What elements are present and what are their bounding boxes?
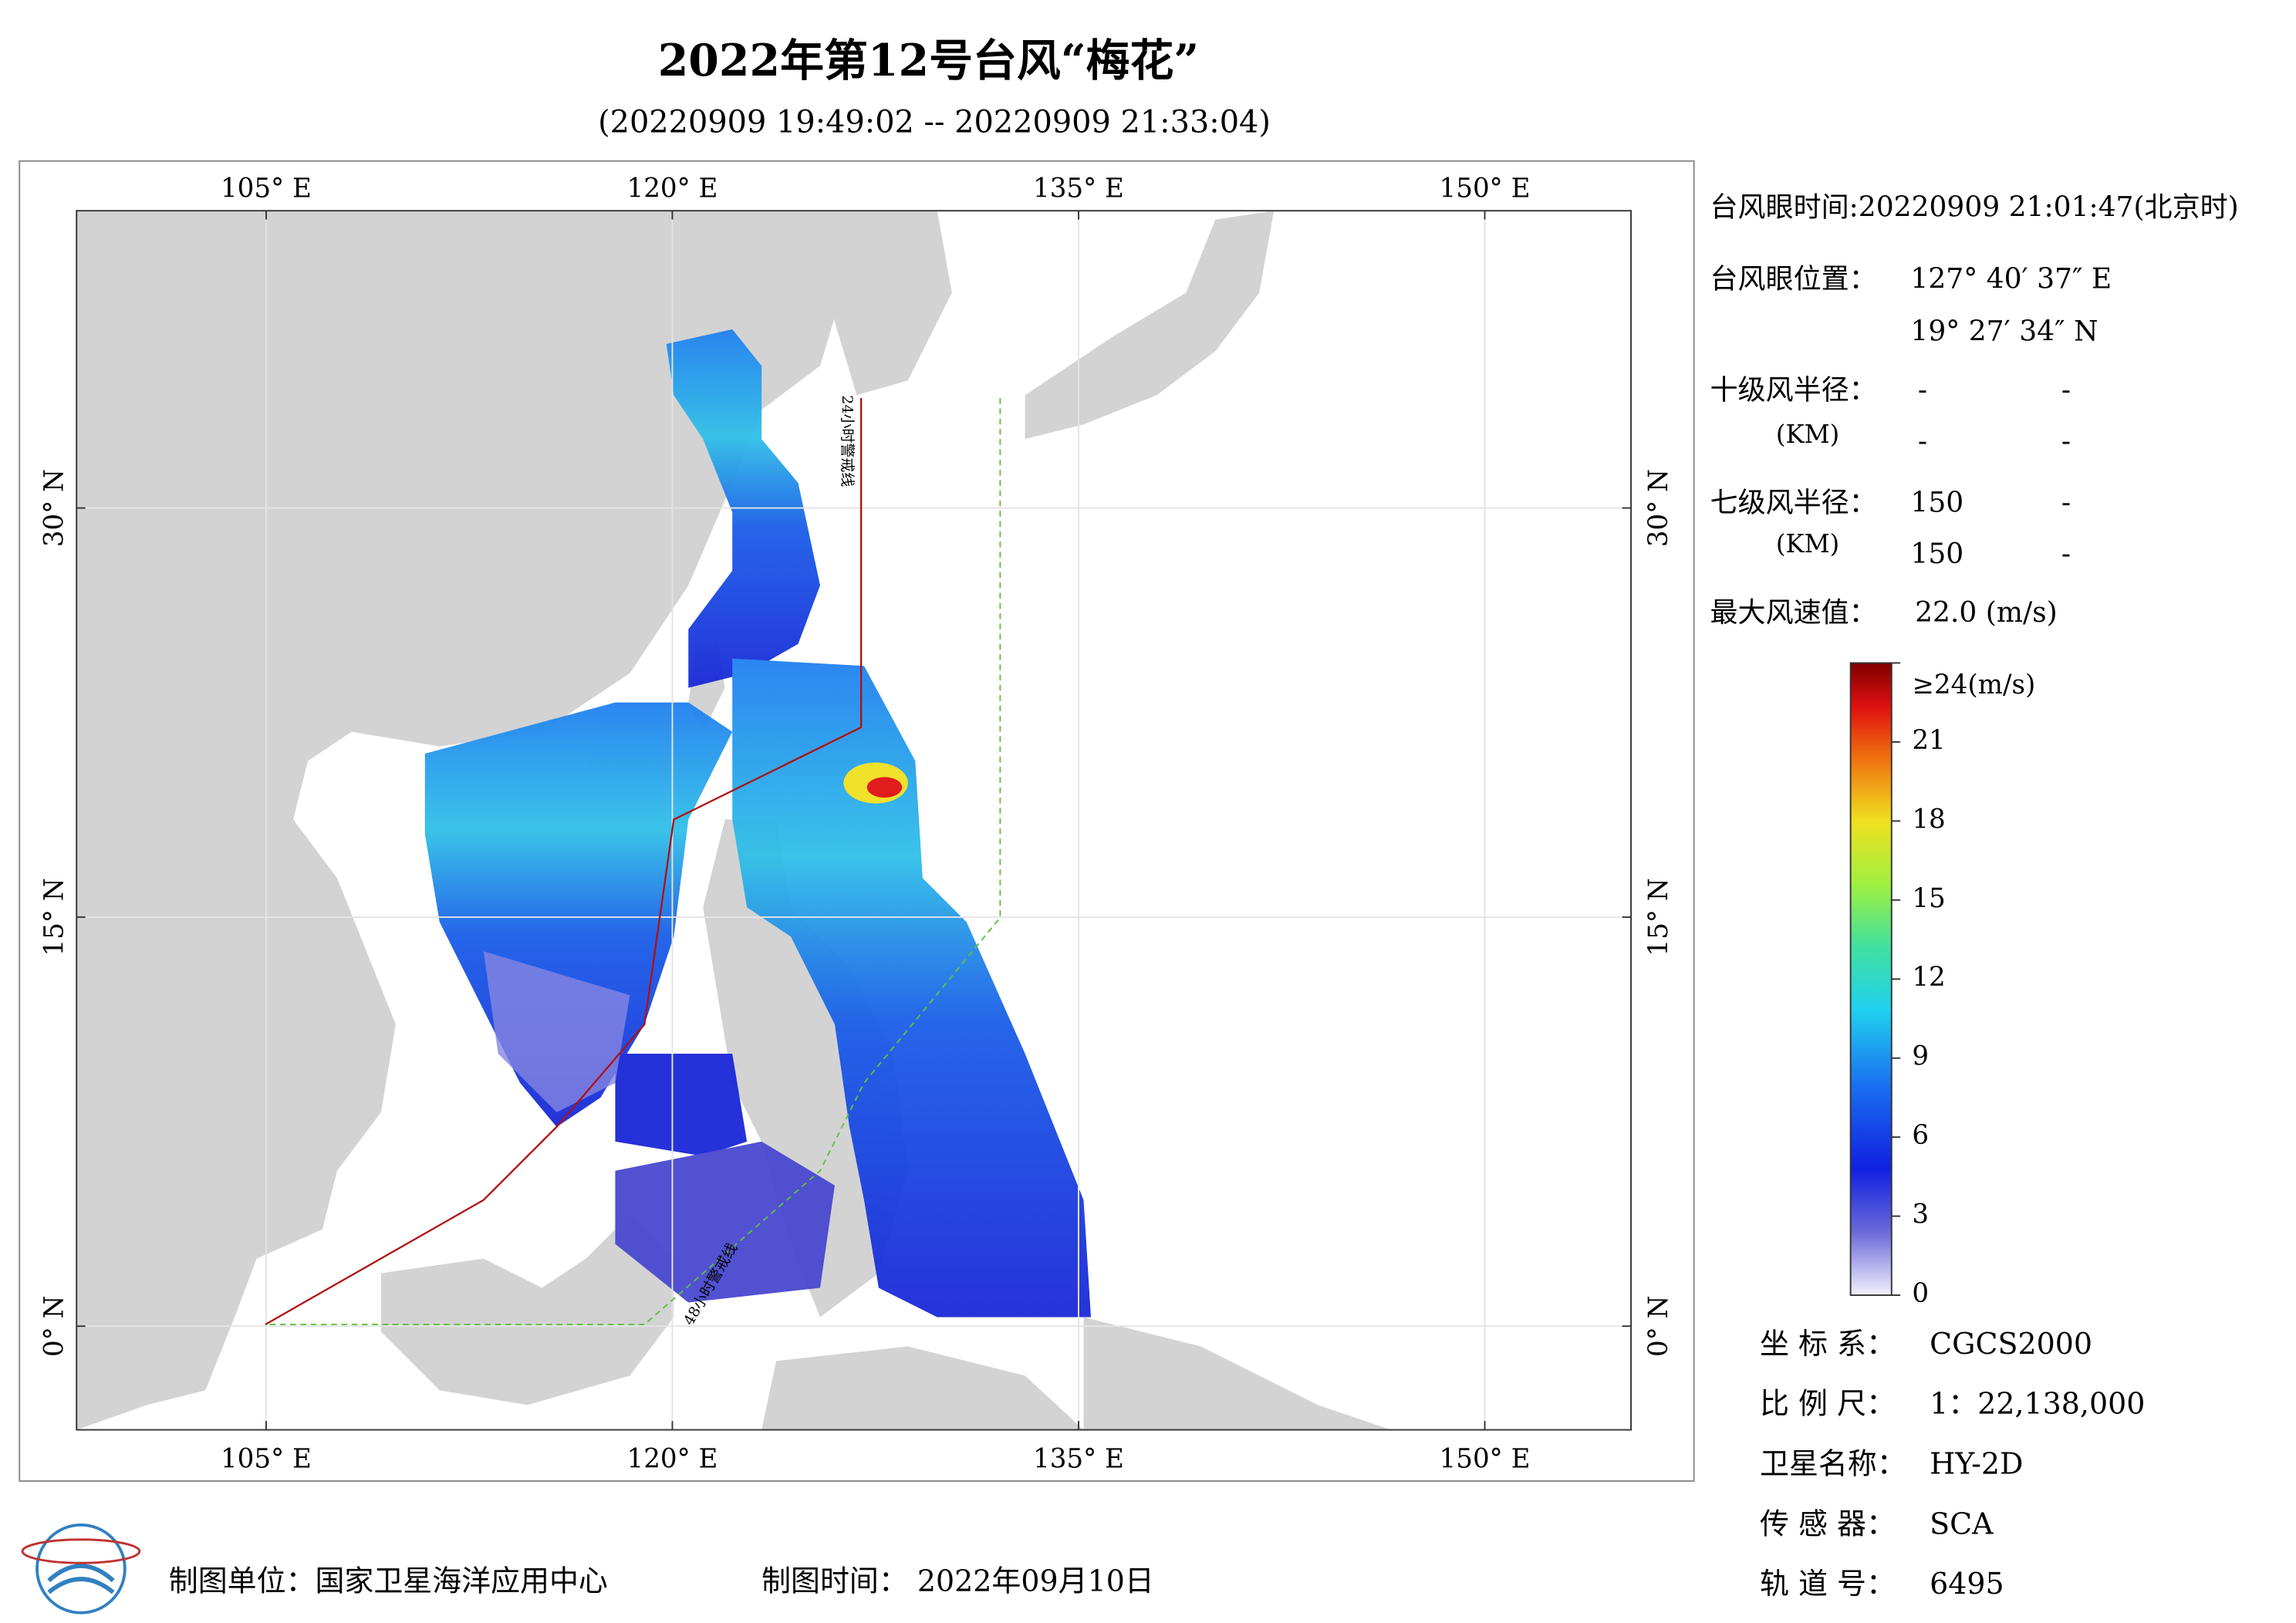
lat-label: 0° N	[39, 1295, 70, 1356]
annotation-24h: 24小时警戒线	[839, 395, 856, 487]
colorbar-label: ≥24(m/s)	[1912, 670, 2035, 700]
value: -	[2061, 488, 2071, 519]
colorbar-label: 12	[1912, 962, 1945, 993]
value: 22.0 (m/s)	[1915, 597, 2058, 629]
eye-time: 台风眼时间:20220909 21:01:47(北京时)	[1710, 191, 2239, 223]
land	[76, 211, 1391, 1430]
logo	[21, 1523, 141, 1615]
colorbar-label: 15	[1912, 883, 1945, 914]
lat-label: 0° N	[1643, 1295, 1674, 1356]
value: -	[2061, 538, 2071, 570]
colorbar-label: 9	[1912, 1041, 1929, 1072]
footer-unit: 制图单位：国家卫星海洋应用中心	[169, 1564, 608, 1598]
grid	[76, 211, 1632, 1430]
lon-label: 135° E	[1033, 174, 1124, 204]
meta-value: 6495	[1930, 1567, 2004, 1601]
value: -	[1918, 426, 1927, 457]
footer-time: 制图时间： 2022年09月10日	[761, 1564, 1154, 1598]
colorbar-label: 6	[1912, 1120, 1929, 1151]
colorbar-label: 3	[1912, 1200, 1929, 1230]
lat-label: 30° N	[39, 469, 70, 547]
lon-label: 135° E	[1033, 1443, 1124, 1474]
label: 最大风速值：	[1710, 597, 1877, 629]
value: -	[1918, 374, 1927, 406]
lon-label: 150° E	[1440, 1443, 1531, 1474]
info-panel: 台风眼时间:20220909 21:01:47(北京时) 台风眼位置： 127°…	[1710, 191, 2239, 629]
colorbar-label: 0	[1912, 1278, 1929, 1309]
lon-label: 120° E	[626, 1443, 718, 1474]
metadata: 坐 标 系： CGCS2000 比 例 尺： 1：22,138,000 卫星名称： HY-…	[1760, 1327, 2145, 1601]
lat-label: 30° N	[1643, 469, 1674, 547]
lon-label: 105° E	[221, 174, 312, 204]
value: 150	[1910, 538, 1963, 570]
meta-value: 1：22,138,000	[1930, 1387, 2145, 1421]
meta-label: 卫星名称：	[1760, 1446, 1906, 1480]
meta-label: 比 例 尺：	[1760, 1387, 1896, 1421]
meta-value: SCA	[1930, 1507, 1994, 1540]
label: 七级风半径：	[1710, 488, 1877, 519]
lon-label: 105° E	[221, 1443, 312, 1474]
map-frame	[19, 160, 1695, 1482]
colorbar-label: 18	[1912, 804, 1945, 835]
lon-label: 150° E	[1440, 174, 1531, 204]
wind-field	[424, 329, 1092, 1318]
title: 2022年第12号台风“梅花”	[658, 35, 1199, 86]
meta-label: 轨 道 号：	[1760, 1567, 1896, 1601]
colorbar-label: 21	[1912, 725, 1945, 756]
value: -	[2061, 374, 2071, 406]
value: 19° 27′ 34″ N	[1910, 316, 2098, 348]
colorbar-ticks: 0 3 6 9 12 15 18 21 ≥24(m/s)	[1891, 662, 2035, 1309]
meta-label: 传 感 器：	[1760, 1507, 1896, 1540]
value: 150	[1910, 488, 1963, 519]
value: 127° 40′ 37″ E	[1910, 263, 2112, 295]
label: 十级风半径：	[1710, 374, 1877, 406]
lat-label: 15° N	[39, 878, 70, 956]
subtitle: (20220909 19:49:02 -- 20220909 21:33:04)	[598, 104, 1271, 140]
unit: (KM)	[1776, 529, 1839, 558]
axes: 105° E 105° E 120° E 120° E 135° E 135° E 150°…	[39, 174, 1674, 1475]
map-border	[76, 210, 1633, 1431]
unit: (KM)	[1776, 420, 1839, 449]
meta-label: 坐 标 系：	[1760, 1327, 1896, 1361]
lat-label: 15° N	[1643, 878, 1674, 956]
meta-value: CGCS2000	[1930, 1327, 2092, 1361]
colorbar	[1849, 662, 1893, 1296]
label: 台风眼位置：	[1710, 263, 1877, 295]
value: -	[2061, 426, 2071, 457]
warning-line-24h	[265, 398, 863, 1325]
meta-value: HY-2D	[1930, 1446, 2023, 1480]
map-area: 24小时警戒线 48小时警戒线	[76, 211, 1632, 1430]
warning-line-48h	[265, 398, 1001, 1325]
lon-label: 120° E	[626, 174, 718, 204]
